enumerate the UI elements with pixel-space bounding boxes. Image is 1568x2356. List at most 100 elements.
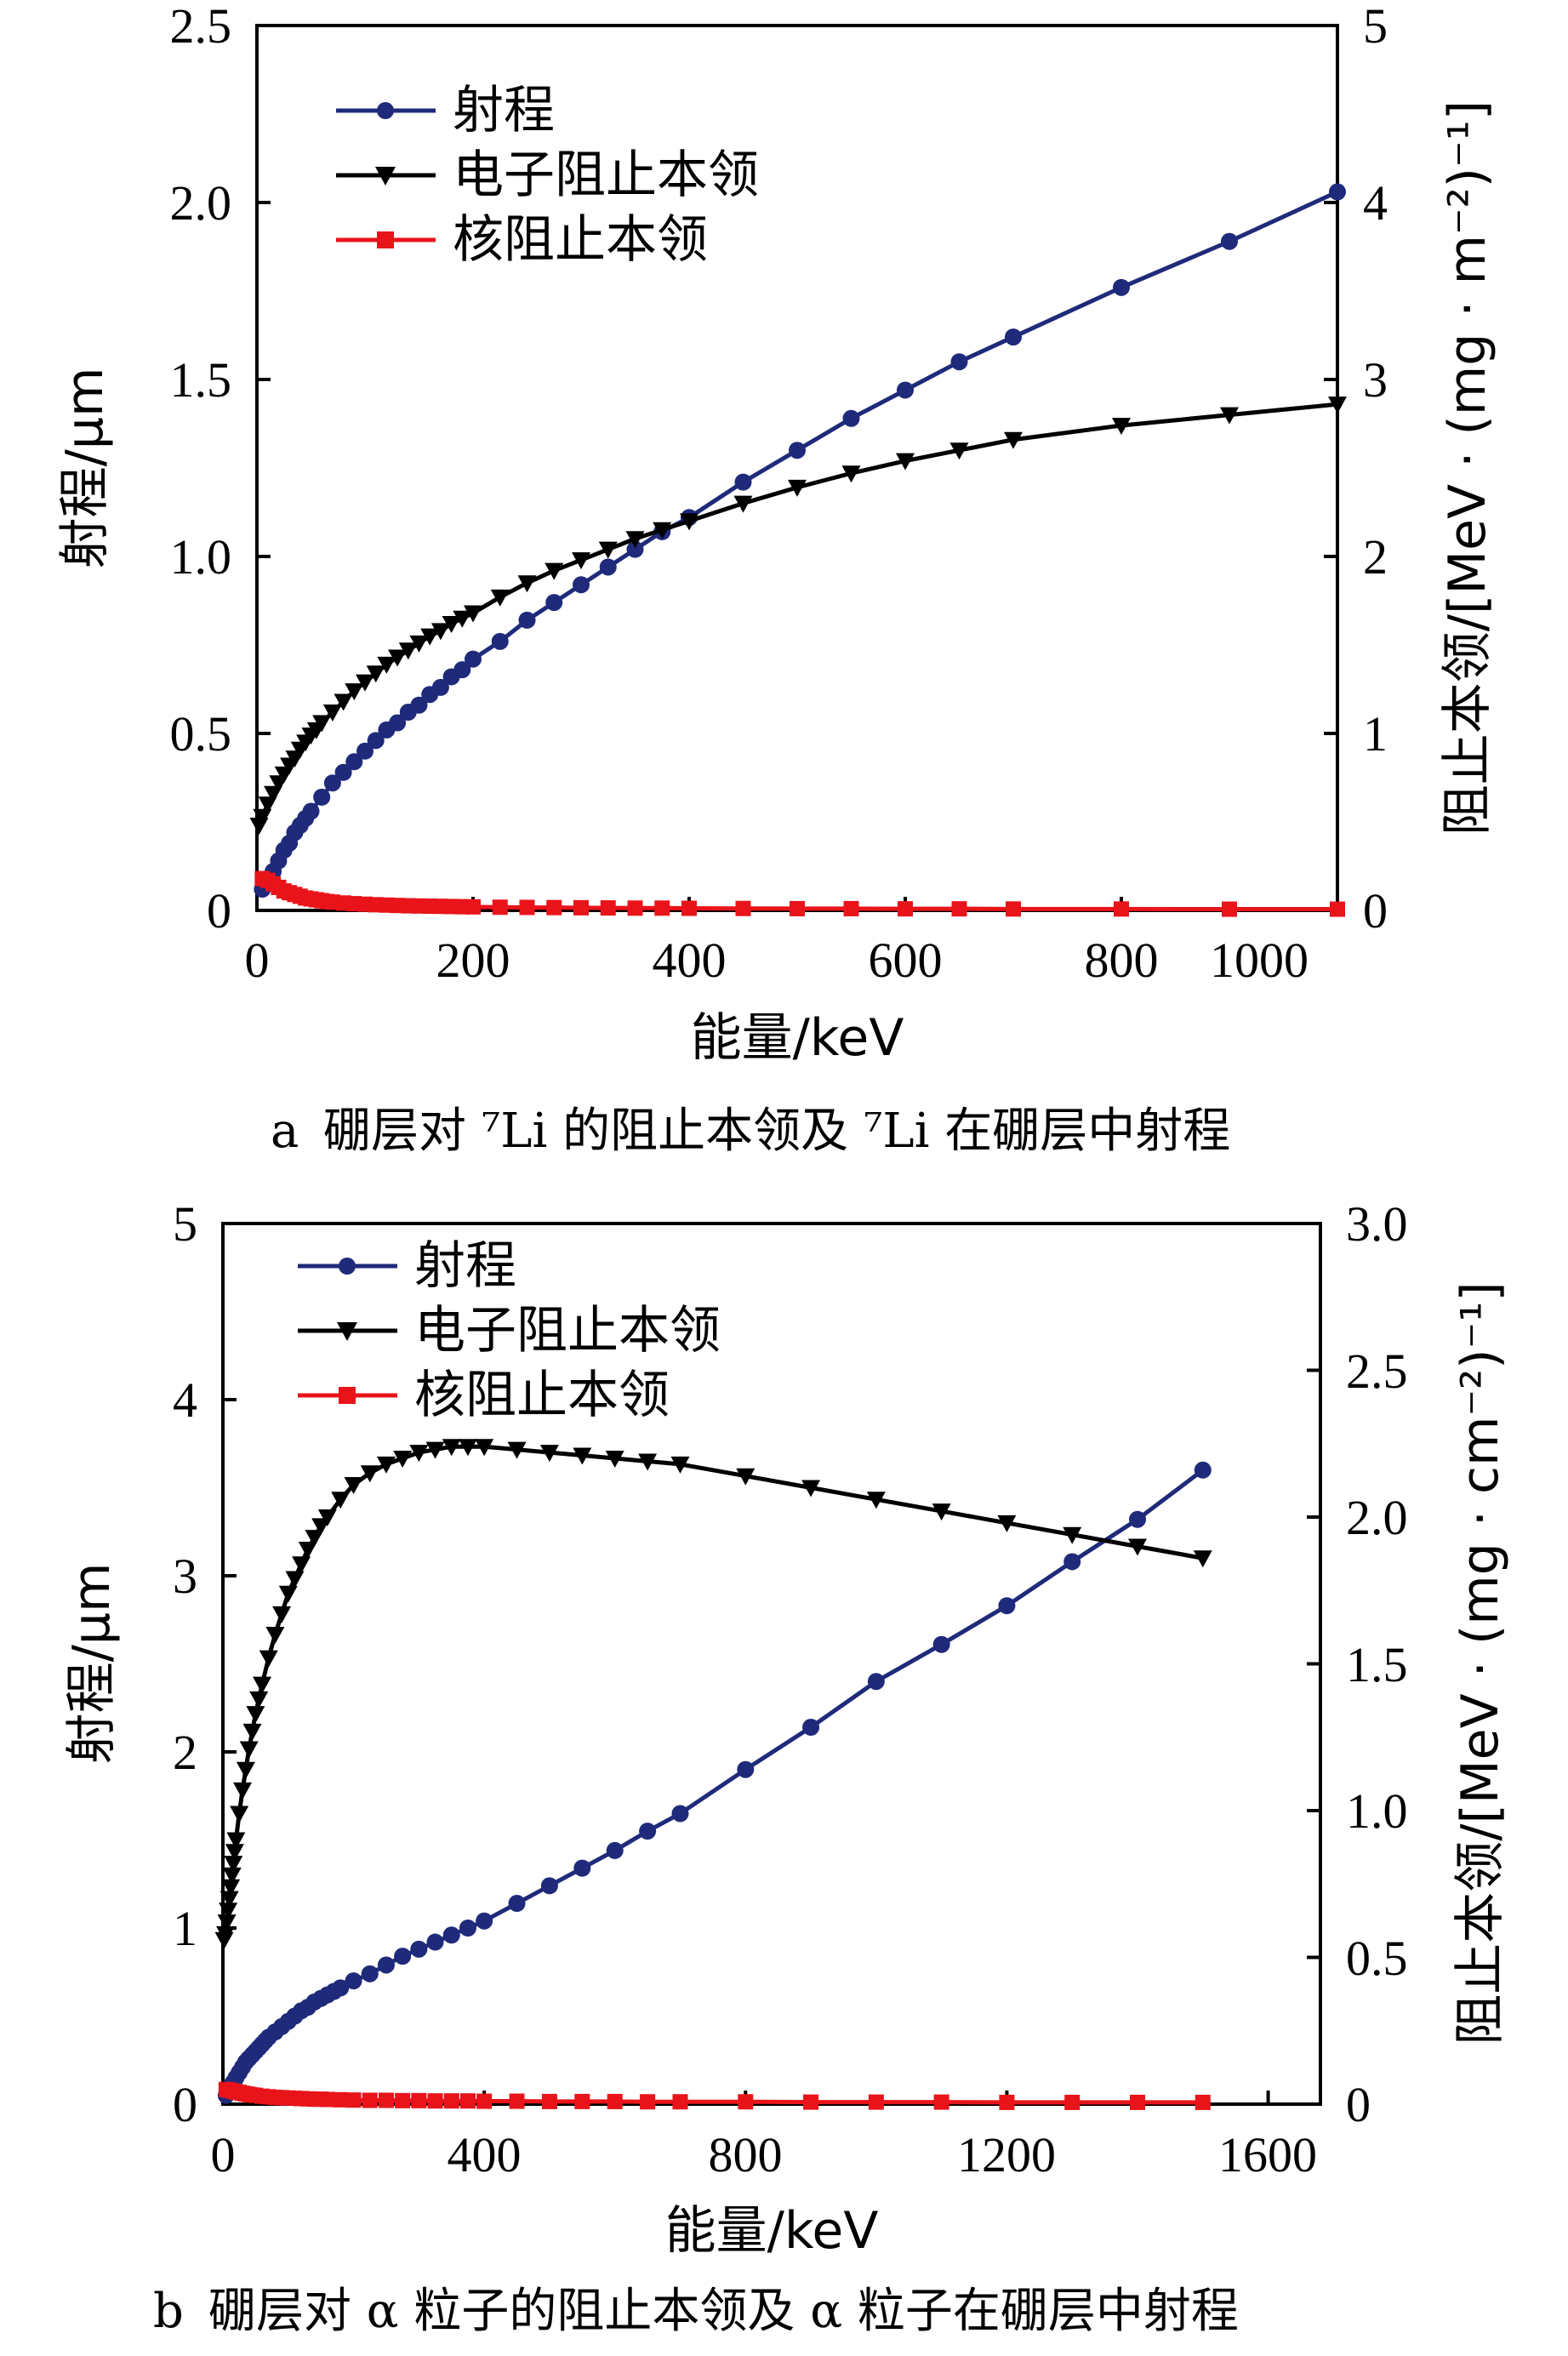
chart-b-data-point [219,1902,238,1920]
chart-b-data-point [224,1856,243,1874]
chart-a-data-point [896,453,915,471]
chart-a-caption-text: 硼层对 ⁷Li 的阻止本领及 ⁷Li 在硼层中射程 [323,1104,1230,1159]
chart-b-data-point [442,1926,460,1944]
chart-b-data-point [1195,2094,1211,2110]
chart-b-legend-item-range: 射程 [298,1236,516,1296]
chart-a-legend-label: 电子阻止本领 [453,145,759,205]
chart-b-data-point [305,1530,324,1548]
chart-b-caption-prefix: b [153,2284,184,2339]
chart-b-data-point [344,1477,363,1495]
chart-a-data-point [490,589,510,607]
chart-b-data-point [331,1492,351,1509]
chart-b-data-point [333,2091,349,2108]
chart-b-data-point [278,1585,298,1603]
chart-a-x-tick-label: 1000 [1210,933,1309,988]
chart-a-data-point [790,900,805,916]
chart-b-data-point [801,1480,821,1497]
chart-a-data-point [545,594,563,612]
chart-b-data-point [361,1965,379,1982]
chart-a-x-tick-label: 0 [245,933,270,988]
chart-a-data-point [788,479,807,497]
chart-b-data-point [272,1606,292,1623]
chart-a-data-point [1004,431,1023,449]
chart-b-y-right-tick-label: 1.5 [1346,1637,1408,1692]
chart-b-data-point [1063,1526,1082,1544]
chart-a-data-point [949,442,969,460]
chart-a-data-point [453,661,471,679]
chart-b-y-left-tick-label: 0 [173,2077,197,2132]
circle-marker-icon [339,1258,356,1275]
chart-a-data-point [345,753,363,771]
chart-a-x-tick-label: 600 [869,933,943,988]
chart-b-legend-label: 射程 [414,1236,516,1296]
chart-b-y-left-axis-label: 射程/μm [62,1563,122,1765]
chart-b-data-point [225,1844,244,1862]
chart-a-caption-prefix: a [271,1104,299,1159]
chart-b-data-point [670,1456,690,1474]
chart-b-data-point [998,1597,1016,1615]
chart-b-data-point [265,1627,285,1644]
chart-b-x-tick-label: 1600 [1218,2127,1317,2182]
chart-b-data-point [997,1515,1017,1532]
chart-b-y-right-tick-label: 0 [1346,2077,1371,2132]
chart-b-y-left-tick-label: 4 [173,1372,197,1428]
chart-b-data-point [932,1503,951,1521]
chart-b-y-right-tick-labels: 0 0.5 1.0 1.5 2.0 2.5 3.0 [1346,1196,1408,2132]
circle-marker-icon [377,102,394,119]
chart-b-data-point [285,1571,305,1589]
chart-b-data-point [1129,1510,1146,1528]
chart-a-data-point [388,649,408,667]
chart-a-data-point [1113,278,1130,296]
chart-b-data-point [442,1439,461,1457]
chart-b-data-point [317,1509,337,1526]
chart-a-data-point [789,442,806,459]
square-marker-icon [339,1387,356,1404]
chart-a-data-point [465,898,481,915]
chart-a-x-tick-label: 200 [436,933,510,988]
chart-a-data-point [626,540,644,558]
chart-a-x-tick-label: 400 [653,933,727,988]
chart-b-series-line [222,1444,1204,1941]
chart-b-data-point [298,1541,317,1559]
chart-a-x-tick-label: 800 [1085,933,1159,988]
chart-b-data-point [507,1441,527,1459]
chart-b-data-point [508,1895,526,1913]
chart-a-y-left-tick-label: 2.0 [170,175,232,231]
chart-a-data-point [302,802,320,820]
chart-a-data-point [1005,328,1022,346]
chart-b-series-3 [218,2081,1211,2110]
chart-b-data-point [292,1556,311,1574]
chart-b-data-point [233,1782,253,1800]
chart-b-data-point [242,1723,262,1741]
chart-b-data-point [867,1673,885,1691]
chart-b-data-point [1130,2094,1145,2110]
chart-b-series-1 [217,1461,1212,2104]
chart-b-data-point [222,1867,242,1885]
chart-a-legend-item-electronic: 电子阻止本领 [336,145,759,205]
chart-a-data-point [680,513,698,531]
chart-b-data-point [410,1940,428,1958]
chart-a-data-point [573,576,590,594]
chart-a-y-right-tick-label: 0 [1363,883,1388,938]
chart-b-x-tick-label: 1200 [957,2127,1056,2182]
chart-b-data-point [443,2093,459,2109]
square-marker-icon [377,231,394,248]
chart-b-data-point [866,1492,886,1509]
chart-a-data-point [841,465,861,483]
chart-a-data-point [599,558,617,576]
chart-b-data-point [737,1760,755,1778]
chart-a-data-point [389,714,407,732]
chart-b-data-point [932,1635,950,1653]
chart-b-data-point [736,1468,755,1486]
chart-b-y-left-tick-label: 1 [173,1901,197,1956]
chart-b-data-point [411,2092,427,2108]
chart-a-plot-area [255,24,1339,912]
chart-a-legend-item-range: 射程 [336,81,555,140]
chart-b-data-point [539,1445,559,1463]
chart-b-caption-text: 硼层对 α 粒子的阻止本领及 α 粒子在硼层中射程 [208,2284,1239,2339]
chart-b-data-point [541,2093,557,2109]
chart-b-data-point [459,1920,476,1937]
chart-b-data-point [217,1914,237,1932]
chart-a-data-point [334,693,353,711]
